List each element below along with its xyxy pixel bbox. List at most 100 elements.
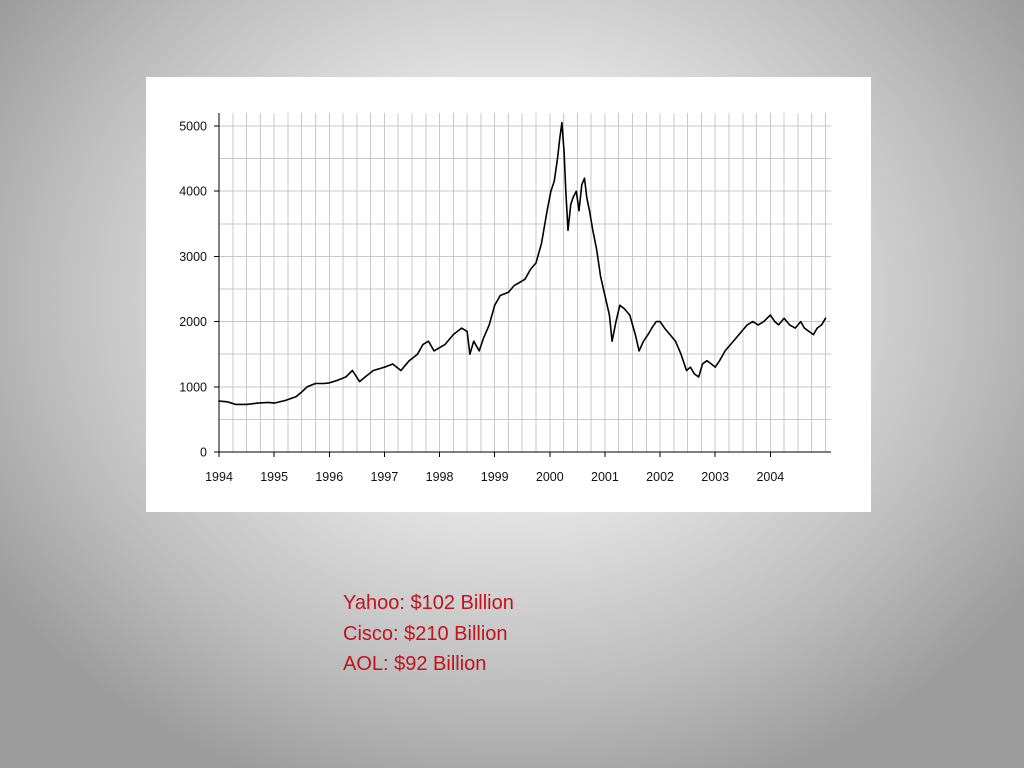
data-point: [615, 321, 617, 323]
data-point: [619, 304, 621, 306]
data-point: [364, 376, 366, 378]
data-point: [629, 314, 631, 316]
data-point: [483, 337, 485, 339]
data-point: [647, 334, 649, 336]
x-tick-label: 2004: [756, 470, 784, 484]
data-point: [592, 229, 594, 231]
chart-panel: 0 1000 2000 3000 4000 5000 1994 1995 1996 1997 199…: [146, 77, 871, 512]
line-layer: [218, 121, 827, 406]
label-layer: 0 1000 2000 3000 4000 5000 1994 1995 1996 1997 199…: [179, 120, 784, 485]
y-tick-label: 3000: [179, 250, 207, 264]
data-point: [608, 314, 610, 316]
data-point: [444, 343, 446, 345]
data-point: [714, 366, 716, 368]
data-point: [794, 327, 796, 329]
data-point: [774, 321, 776, 323]
data-point: [461, 327, 463, 329]
y-tick-label: 2000: [179, 315, 207, 329]
data-point: [295, 396, 297, 398]
y-tick-label: 5000: [179, 120, 207, 134]
x-tick-label: 2002: [646, 470, 674, 484]
data-point: [812, 334, 815, 336]
data-point: [336, 379, 339, 381]
data-point: [693, 373, 695, 375]
data-point: [604, 294, 606, 297]
data-point: [559, 138, 561, 140]
data-point: [518, 281, 521, 284]
data-point: [634, 334, 636, 336]
data-point: [524, 278, 526, 280]
data-point: [284, 399, 286, 402]
x-tick-label: 2001: [591, 470, 619, 484]
data-point: [752, 321, 754, 323]
data-point: [596, 249, 598, 251]
y-tick-label: 0: [200, 446, 207, 460]
data-point: [821, 324, 823, 326]
data-point: [583, 177, 586, 179]
data-point: [757, 324, 759, 326]
data-point: [529, 268, 532, 270]
data-point: [570, 203, 572, 205]
data-point: [556, 158, 559, 160]
data-point: [488, 324, 490, 326]
data-point: [599, 275, 602, 277]
data-point: [427, 340, 430, 342]
data-point: [581, 184, 583, 186]
x-tick-label: 2003: [701, 470, 729, 484]
data-point: [746, 324, 748, 326]
data-point: [218, 400, 220, 402]
data-point: [422, 343, 424, 345]
data-point: [478, 350, 480, 352]
data-point: [314, 382, 317, 385]
data-point: [741, 330, 743, 332]
data-point: [433, 350, 435, 352]
data-point: [689, 366, 692, 368]
data-point: [655, 321, 657, 323]
data-point: [685, 369, 688, 372]
data-point: [553, 180, 555, 182]
data-point: [306, 386, 308, 388]
data-point: [513, 285, 515, 287]
data-point: [669, 334, 671, 336]
data-point: [735, 337, 737, 339]
data-point: [268, 401, 270, 403]
data-point: [724, 350, 726, 352]
data-point: [623, 308, 625, 310]
data-point: [540, 242, 543, 244]
data-point: [359, 381, 361, 383]
data-point: [473, 340, 475, 342]
market-cap-notes: Yahoo: $102 Billion Cisco: $210 Billion …: [343, 588, 743, 680]
data-point: [611, 340, 613, 342]
x-tick-label: 1999: [481, 470, 509, 484]
data-point: [701, 363, 704, 365]
data-point: [769, 314, 772, 316]
data-point: [710, 363, 713, 365]
data-point: [400, 369, 402, 372]
data-point: [730, 343, 732, 345]
data-point: [586, 197, 588, 199]
data-point: [273, 402, 275, 404]
data-point: [392, 363, 394, 365]
data-point: [778, 324, 780, 326]
data-point: [372, 369, 374, 372]
data-point: [803, 327, 806, 329]
data-point: [808, 330, 810, 332]
data-point: [494, 304, 496, 306]
data-point: [234, 403, 237, 405]
data-point: [323, 382, 325, 385]
data-point: [680, 353, 682, 355]
x-tick-label: 1994: [205, 470, 233, 484]
data-point: [719, 360, 721, 362]
data-point: [351, 369, 353, 372]
data-point: [674, 340, 677, 342]
x-tick-label: 1996: [315, 470, 343, 484]
data-point: [499, 294, 501, 297]
data-point: [572, 197, 574, 199]
data-point: [257, 402, 259, 404]
data-point: [698, 376, 700, 378]
data-point: [563, 151, 565, 153]
data-point: [659, 321, 661, 323]
grid-layer: [218, 113, 831, 452]
data-point: [246, 403, 248, 405]
data-point: [535, 262, 537, 264]
